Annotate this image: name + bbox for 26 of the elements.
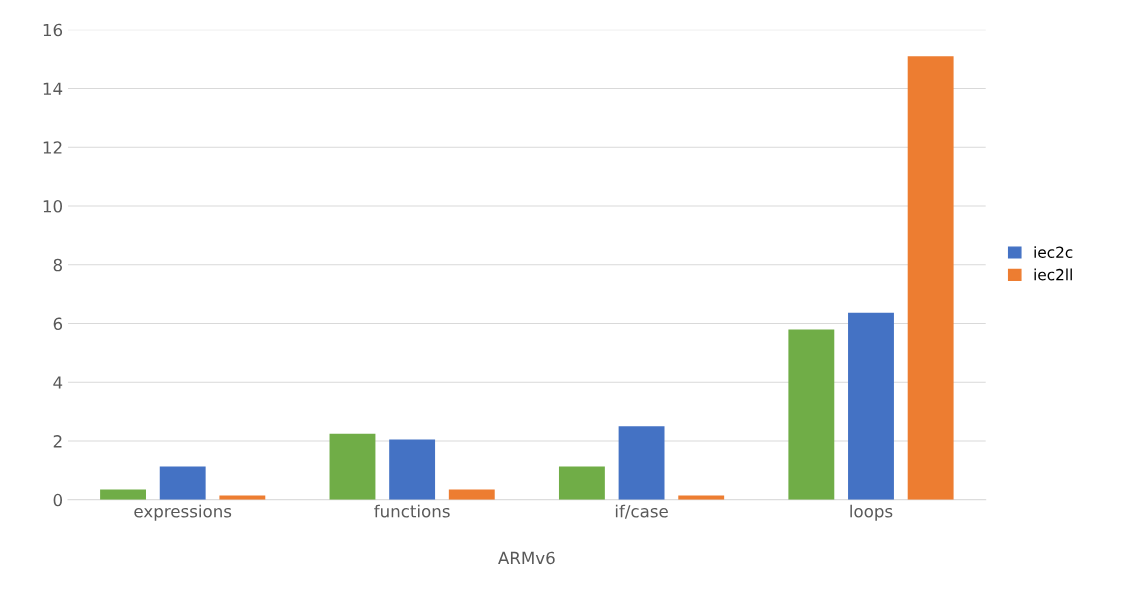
y-tick-label: 6 <box>53 317 63 331</box>
y-tick-label: 8 <box>53 258 62 272</box>
y-tick-label: 14 <box>43 82 63 95</box>
x-tick-label: if/case <box>615 504 668 519</box>
legend-label: iec2ll <box>1034 268 1072 281</box>
bar <box>219 495 266 500</box>
bar <box>159 466 206 500</box>
y-tick-label: 10 <box>43 199 63 213</box>
y-tick-label: 2 <box>53 435 62 448</box>
bar <box>788 329 835 500</box>
bar <box>389 439 436 500</box>
y-tick-label: 0 <box>53 493 63 507</box>
x-tick-label: functions <box>374 504 450 518</box>
bar <box>618 426 665 500</box>
x-axis-title: ARMv6 <box>498 551 555 565</box>
y-tick-label: 16 <box>43 23 63 37</box>
x-tick-label: loops <box>850 504 893 521</box>
legend-label: iec2c <box>1034 246 1073 258</box>
y-tick-label: 4 <box>53 376 63 389</box>
bar <box>848 312 894 500</box>
bar <box>907 56 954 500</box>
x-tick-label: expressions <box>134 504 232 521</box>
bar <box>678 495 725 500</box>
bar <box>329 433 376 500</box>
bar <box>558 466 605 500</box>
y-tick-label: 12 <box>43 141 62 154</box>
